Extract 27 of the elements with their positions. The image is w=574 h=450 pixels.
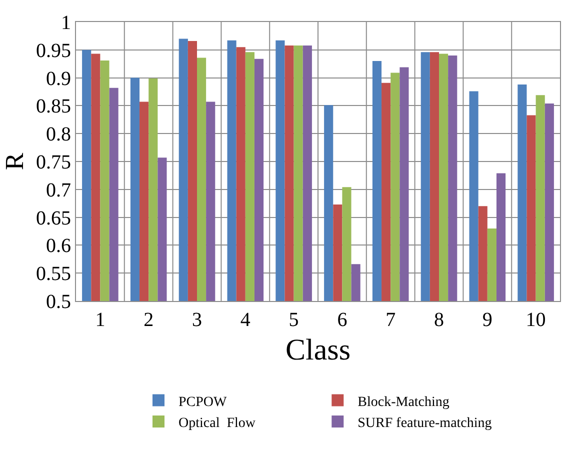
x-tick-label: 10 xyxy=(526,309,546,331)
y-tick-label: 0.55 xyxy=(36,263,71,286)
x-tick-label: 6 xyxy=(337,309,348,331)
y-tick-label: 0.8 xyxy=(46,124,71,146)
y-tick-label: 0.7 xyxy=(46,179,71,202)
x-tick-label: 3 xyxy=(192,309,202,331)
x-tick-label: 7 xyxy=(386,309,396,331)
y-tick-label: 1 xyxy=(61,12,71,34)
x-tick-label: 5 xyxy=(288,309,299,331)
legend-label: Optical Flow xyxy=(178,416,256,431)
legend-label: PCPOW xyxy=(178,394,228,410)
y-tick-label: 0.85 xyxy=(36,96,71,118)
x-tick-label: 8 xyxy=(434,309,444,331)
x-tick-label: 4 xyxy=(240,309,250,331)
x-tick-label: 1 xyxy=(95,309,106,331)
y-tick-label: 0.65 xyxy=(36,207,71,230)
y-axis-title: R xyxy=(0,152,29,170)
legend-label: Block-Matching xyxy=(358,394,450,410)
y-tick-label: 0.9 xyxy=(46,68,71,90)
legend-label: SURF feature-matching xyxy=(358,416,492,431)
y-tick-label: 0.95 xyxy=(36,40,71,62)
y-tick-label: 0.75 xyxy=(36,152,71,174)
x-tick-label: 2 xyxy=(144,309,154,331)
y-tick-label: 0.5 xyxy=(46,291,71,313)
y-tick-label: 0.6 xyxy=(46,235,71,258)
x-tick-label: 9 xyxy=(482,309,492,331)
x-axis-title: Class xyxy=(285,334,351,366)
